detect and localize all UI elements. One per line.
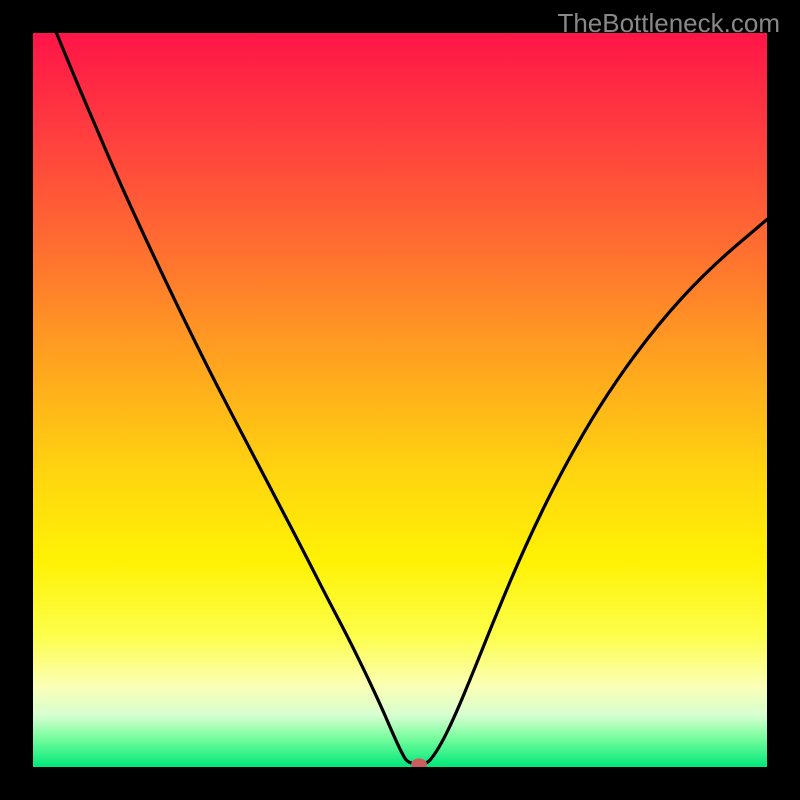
plot-background: [33, 33, 767, 767]
bottleneck-plot: [33, 33, 767, 767]
chart-frame: TheBottleneck.com: [0, 0, 800, 800]
